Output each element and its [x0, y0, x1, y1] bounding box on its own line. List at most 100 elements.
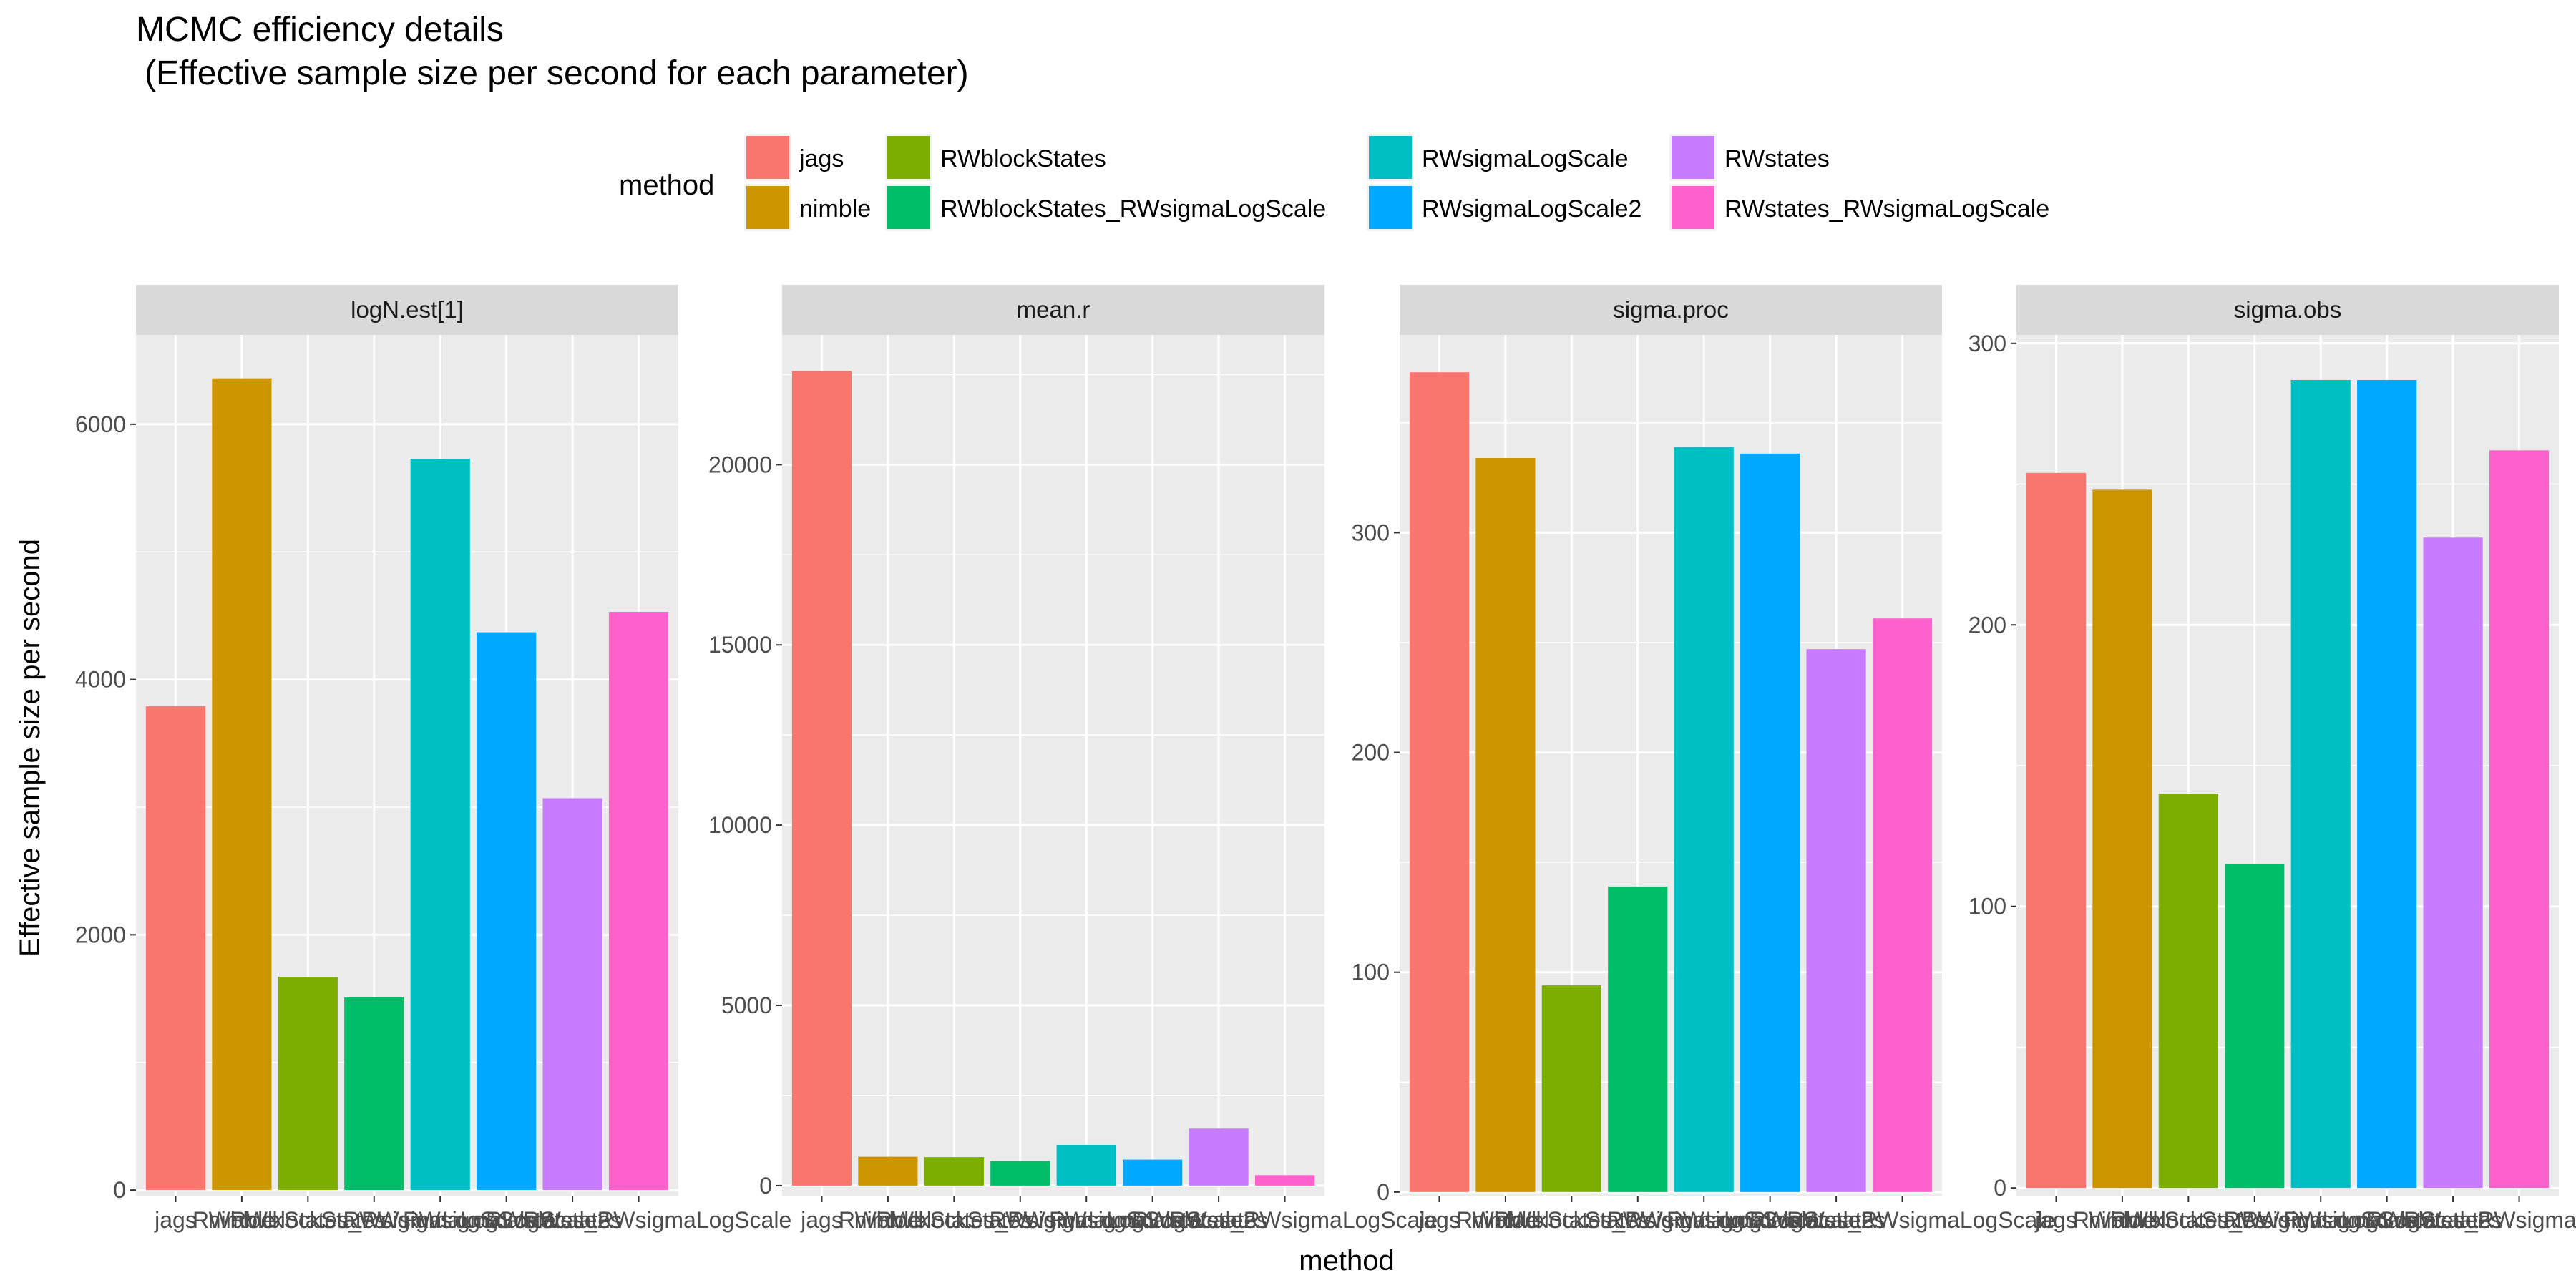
panel: mean.r 0 5000 10000 15000 20000 jags nimbleRWbl…	[708, 285, 1438, 1233]
panel-strip	[136, 285, 678, 335]
panel-strip-label: sigma.obs	[2234, 296, 2341, 323]
legend-item: RWstates_RWsigmaLogScale	[1669, 184, 2049, 231]
x-tick-label: RWsigmaLogScale2	[1667, 1207, 1873, 1233]
bar	[2357, 379, 2417, 1189]
x-tick-label: RWsigmaLogScale	[989, 1207, 1184, 1233]
bar	[1254, 1175, 1315, 1186]
y-tick-label: 300	[1352, 519, 1390, 545]
x-tick-label: RWblockStates	[876, 1207, 1032, 1233]
bar	[542, 798, 602, 1191]
y-tick-label: 0	[759, 1173, 772, 1199]
x-tick-label: RWblockStates_RWsigmaLogScale	[2073, 1207, 2436, 1233]
bar	[145, 706, 206, 1191]
chart-title: MCMC efficiency details	[136, 11, 504, 49]
x-tick-label: RWblockStates	[2110, 1207, 2266, 1233]
y-tick-label: 2000	[75, 922, 126, 947]
y-axis-title: Effective sample size per second	[14, 539, 46, 957]
panel-strip	[2016, 285, 2559, 335]
legend-swatch	[1672, 136, 1714, 179]
legend-item: RWblockStates_RWsigmaLogScale	[885, 184, 1326, 231]
bar	[1740, 453, 1800, 1192]
x-tick-label: RWblockStates_RWsigmaLogScale	[192, 1207, 555, 1233]
x-tick-label: jags	[2034, 1207, 2077, 1233]
x-tick-label: RWsigmaLogScale	[343, 1207, 537, 1233]
bar	[1608, 886, 1668, 1192]
x-tick-label: nimble	[2089, 1207, 2156, 1233]
x-tick-label: RWstates	[1169, 1207, 1268, 1233]
x-tick-label: RWstates	[1787, 1207, 1885, 1233]
bar	[2290, 379, 2351, 1189]
legend: method jags nimble RWblockStates RWblockSta…	[619, 134, 2049, 231]
bar	[2489, 450, 2550, 1189]
legend-item: RWstates	[1669, 134, 1830, 181]
bar	[990, 1161, 1050, 1186]
y-tick-label: 0	[113, 1177, 126, 1203]
legend-swatch	[746, 136, 789, 179]
legend-label: RWsigmaLogScale	[1422, 145, 1629, 172]
bar	[1475, 458, 1536, 1192]
x-axis-title: method	[1299, 1245, 1394, 1277]
panel-strip-label: logN.est[1]	[351, 296, 464, 323]
legend-label: jags	[799, 145, 844, 172]
y-tick-label: 15000	[708, 632, 772, 658]
legend-label: nimble	[799, 195, 871, 223]
chart-subtitle: (Effective sample size per second for ea…	[145, 54, 969, 92]
y-tick-label: 20000	[708, 452, 772, 477]
legend-item: RWsigmaLogScale2	[1367, 184, 1641, 231]
bar	[2158, 794, 2218, 1189]
panel-strip-label: sigma.proc	[1613, 296, 1728, 323]
y-tick-label: 0	[1377, 1179, 1390, 1205]
panel: sigma.obs 0 100 200 300 jags nimbleRWblockStat…	[1968, 285, 2576, 1233]
x-tick-label: jags	[800, 1207, 843, 1233]
legend-swatch	[887, 136, 930, 179]
y-tick-label: 300	[1968, 331, 2006, 356]
legend-item: jags	[744, 134, 844, 181]
x-tick-label: RWsigmaLogScale	[2223, 1207, 2418, 1233]
panel-strip-label: mean.r	[1017, 296, 1091, 323]
x-tick-label: RWsigmaLogScale2	[2283, 1207, 2490, 1233]
bar	[2225, 864, 2285, 1189]
y-tick-label: 4000	[75, 667, 126, 693]
y-tick-label: 200	[1968, 612, 2006, 638]
bar	[2092, 489, 2152, 1189]
bar	[410, 459, 470, 1191]
bar	[278, 977, 338, 1191]
panel: sigma.proc 0 100 200 300 jags nimbleRWblockSta…	[1352, 285, 2055, 1233]
bar	[477, 632, 537, 1191]
bar	[344, 997, 404, 1191]
legend-label: RWsigmaLogScale2	[1422, 195, 1641, 223]
x-tick-label: RWsigmaLogScale2	[403, 1207, 610, 1233]
legend-title: method	[619, 170, 714, 201]
legend-swatch	[887, 186, 930, 229]
panel-strip	[1400, 285, 1942, 335]
x-tick-label: RWstates_RWsigmaLogScale	[1132, 1207, 1438, 1233]
x-tick-label: nimble	[854, 1207, 922, 1233]
x-tick-label: RWsigmaLogScale2	[1049, 1207, 1256, 1233]
legend-item: RWsigmaLogScale	[1367, 134, 1629, 181]
bar	[1056, 1144, 1116, 1186]
legend-item: nimble	[744, 184, 871, 231]
x-tick-label: jags	[154, 1207, 197, 1233]
x-tick-label: RWblockStates_RWsigmaLogScale	[1456, 1207, 1819, 1233]
y-tick-label: 100	[1352, 960, 1390, 985]
bar	[1189, 1128, 1249, 1186]
x-tick-label: nimble	[208, 1207, 275, 1233]
bar	[1123, 1159, 1183, 1186]
panel: logN.est[1] 0 2000 4000 6000 jags nimbleRWbloc…	[75, 285, 791, 1233]
legend-label: RWblockStates	[940, 145, 1106, 172]
legend-item: RWblockStates	[885, 134, 1106, 181]
bar	[924, 1157, 984, 1186]
bar	[1409, 372, 1470, 1192]
bar	[1806, 649, 1866, 1192]
y-tick-label: 0	[1994, 1175, 2006, 1201]
x-tick-label: RWstates	[523, 1207, 622, 1233]
x-tick-label: jags	[1418, 1207, 1460, 1233]
legend-label: RWblockStates_RWsigmaLogScale	[940, 195, 1326, 223]
x-tick-label: RWblockStates	[1493, 1207, 1649, 1233]
bar	[858, 1156, 918, 1186]
bar	[608, 612, 669, 1191]
y-tick-label: 10000	[708, 812, 772, 838]
x-tick-label: RWstates_RWsigmaLogScale	[2366, 1207, 2576, 1233]
x-tick-label: RWblockStates	[230, 1207, 386, 1233]
